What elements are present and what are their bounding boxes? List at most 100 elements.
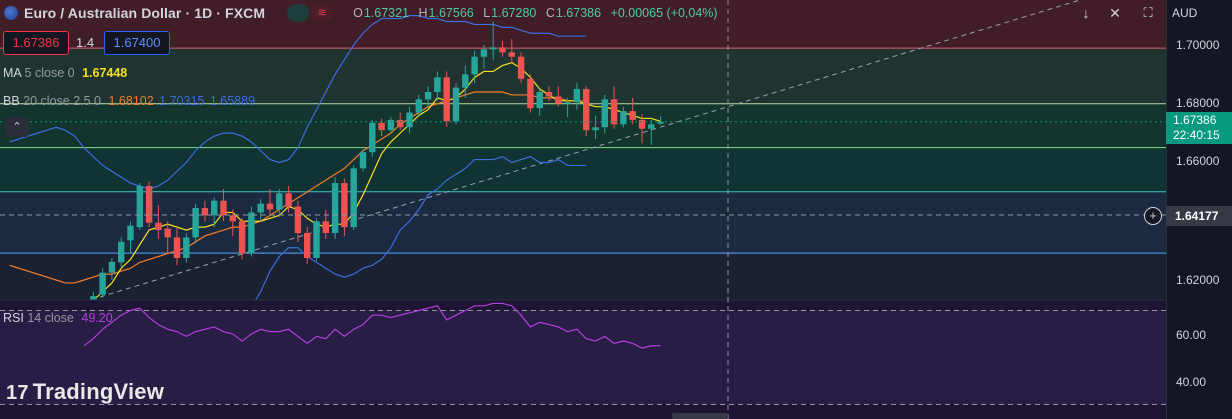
fullscreen-icon[interactable]: ⛶ [1143,5,1153,20]
candle-body [304,233,311,258]
market-status-pill[interactable]: ≋ [287,4,334,22]
ma-line [83,61,661,307]
candle-body [564,102,571,104]
candle-body [322,221,329,233]
candle-body [201,208,209,216]
candle-body [648,124,655,129]
symbol-title[interactable]: Euro / Australian Dollar · 1D · FXCM [24,5,266,21]
tradingview-mark-icon: 17 [6,382,29,404]
crosshair [0,0,1166,419]
candle-body [573,89,581,103]
price-tick: 1.68000 [1176,96,1220,110]
candle-body [192,208,199,238]
candle-body [387,119,395,131]
candle-body [434,77,441,92]
candle-body [527,78,534,109]
rsi-pane [0,299,1166,419]
rsi-legend[interactable]: RSI 14 close 49.20 [3,311,113,325]
bb-lower-value: 1.65889 [209,94,256,108]
chart-header: Euro / Australian Dollar · 1D · FXCM ≋ O… [0,3,724,23]
bb-upper-line [9,15,587,190]
candle-body [331,183,339,233]
candle-body [620,111,627,125]
candle-body [462,74,469,88]
candle-body [415,99,422,113]
tradingview-logo[interactable]: 17 TradingView [6,379,165,404]
bb-upper-value: 1.70315 [159,94,205,108]
rsi-line [83,302,661,349]
price-tick: 1.70000 [1176,38,1220,52]
candle-body [145,186,153,223]
candle-body [508,52,515,57]
candle-body [499,47,506,53]
open-value: 1.67321 [363,6,410,20]
candle-body [313,221,320,258]
buy-button[interactable]: 1.67400 [104,31,170,55]
rsi-background [0,300,1166,419]
candle-body [118,241,125,263]
candle-body [452,87,460,122]
price-tick: 1.66000 [1176,154,1220,168]
candle-body [517,56,525,79]
candles [80,21,664,319]
ma-value: 1.67448 [82,66,128,80]
candle-body [350,168,357,228]
candle-body [583,89,590,131]
candle-body [369,122,376,153]
candle-body [443,77,450,122]
ma-legend[interactable]: MA 5 close 0 1.67448 [3,66,128,80]
currency-label[interactable]: AUD [1172,6,1198,20]
sell-button[interactable]: 1.67386 [3,31,69,55]
candle-body [359,152,367,169]
candle-body [285,193,292,207]
candle-body [99,272,106,295]
currency-flag-icon [4,6,18,20]
candle-body [638,119,646,129]
candle-body [480,49,488,57]
candle-body [536,92,543,109]
bb-basis-value: 1.68102 [108,94,154,108]
candle-body [601,99,608,128]
close-value: 1.67386 [555,6,602,20]
time-scrollbar [672,413,728,419]
candle-body [155,222,162,231]
crosshair-price-label: 1.64177 [1166,206,1232,226]
candle-body [294,206,302,233]
candle-body [257,203,264,213]
collapse-legend-button[interactable]: ⌃ [5,117,29,137]
candle-body [164,228,171,238]
rsi-band [0,310,1166,405]
last-price-label: 1.67386 22:40:15 [1166,112,1232,144]
candle-body [108,261,116,273]
arrow-down-icon[interactable]: ↓ [1082,5,1090,21]
price-tick: 1.62000 [1176,273,1220,287]
candle-body [220,200,227,216]
candle-body [555,96,562,104]
candle-body [490,47,497,50]
candle-body [136,186,143,228]
candle-body [397,119,404,128]
rsi-tick: 60.00 [1176,328,1207,342]
candle-body [592,127,599,131]
add-alert-plus-icon[interactable]: + [1144,207,1162,225]
candle-body [610,99,618,125]
candle-body [173,237,181,258]
candle-body [341,183,348,228]
candle-body [238,221,246,254]
rsi-tick: 40.00 [1176,375,1207,389]
candle-body [378,122,385,131]
level-zone [0,147,1166,192]
candle-body [229,215,236,222]
level-zone [0,0,1166,49]
candle-body [266,203,274,210]
bb-legend[interactable]: BB 20 close 2.5 0 1.68102 1.70315 1.6588… [3,94,256,108]
collapse-arrows-icon[interactable]: ✕ [1109,5,1121,21]
candle-body [424,92,432,100]
ohlc-readout: O1.67321 H1.67566 L1.67280 C1.67386 +0.0… [353,6,718,20]
candle-body [248,212,255,254]
low-value: 1.67280 [491,6,537,20]
candle-body [127,225,134,241]
wave-icon: ≋ [311,4,334,22]
market-open-icon [287,4,310,22]
